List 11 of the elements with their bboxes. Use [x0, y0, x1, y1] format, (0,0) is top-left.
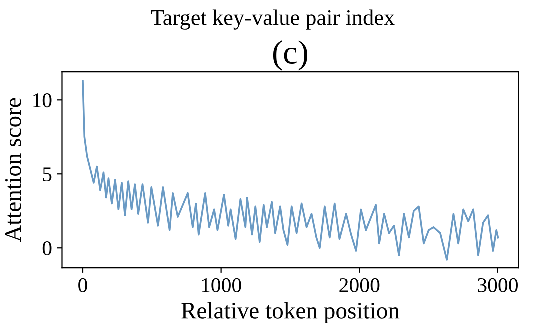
y-tick-label: 10 — [34, 94, 52, 108]
chart-title: (c) — [273, 40, 308, 71]
x-tick-label: 2000 — [340, 278, 380, 292]
text: Target key-value pair index — [151, 10, 395, 30]
x-tick-label: 0 — [78, 278, 88, 292]
y-tick-label: 5 — [43, 168, 52, 182]
x-tick-label: 1000 — [202, 278, 242, 292]
y-axis-title: Attention score — [5, 98, 22, 242]
x-tick-label: 3000 — [478, 278, 518, 292]
y-tick-label: 0 — [42, 241, 52, 256]
line-series — [82, 80, 500, 261]
